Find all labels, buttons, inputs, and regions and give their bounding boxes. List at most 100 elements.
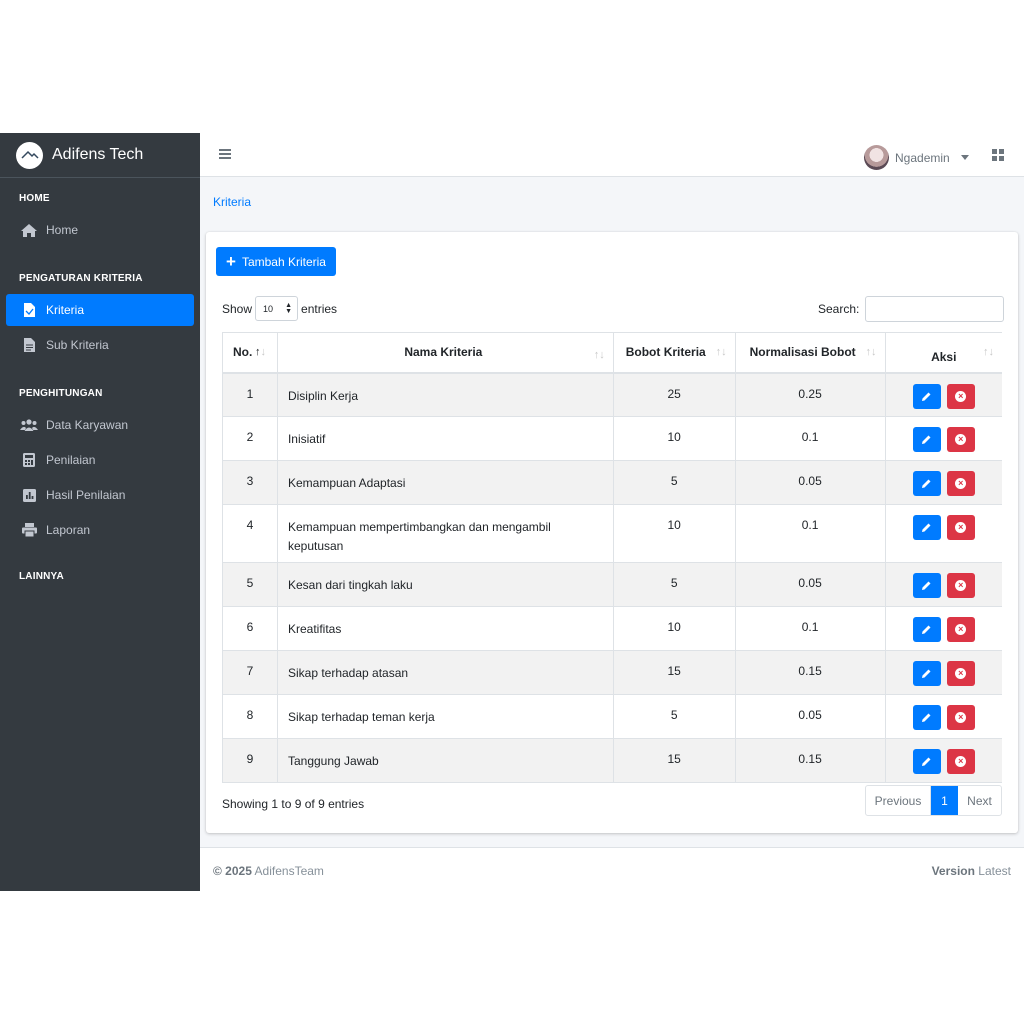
sidebar-item-penilaian[interactable]: Penilaian: [6, 444, 194, 476]
next-button[interactable]: Next: [967, 793, 992, 808]
file-icon: [20, 303, 38, 317]
edit-button[interactable]: [912, 383, 941, 409]
cell-bobot: 15: [612, 738, 736, 783]
team-name: AdifensTeam: [254, 864, 324, 878]
delete-button[interactable]: ×: [946, 515, 975, 540]
nav-header-home: HOME: [19, 193, 50, 204]
close-circle-icon: ×: [955, 668, 967, 679]
edit-button[interactable]: [912, 471, 941, 496]
breadcrumb[interactable]: Kriteria: [213, 195, 252, 209]
cell-aksi: ×: [884, 650, 1002, 695]
delete-button[interactable]: ×: [946, 573, 975, 598]
column-header-label: Normalisasi Bobot: [749, 345, 856, 360]
edit-button[interactable]: [912, 617, 941, 642]
sidebar-item-laporan[interactable]: Laporan: [6, 514, 194, 546]
chevron-down-icon: [960, 155, 969, 160]
sidebar-item-data-karyawan[interactable]: Data Karyawan: [6, 409, 194, 441]
column-header-label: Aksi: [931, 350, 957, 365]
column-header-norm[interactable]: Normalisasi Bobot ↑↓: [734, 332, 886, 374]
cell-bobot: 10: [612, 504, 736, 563]
delete-button[interactable]: ×: [946, 617, 975, 642]
version-label: Version: [931, 864, 975, 878]
file-text-icon: [20, 338, 38, 352]
search-label: Search:: [818, 302, 860, 316]
add-kriteria-button[interactable]: + Tambah Kriteria: [216, 247, 336, 276]
cell-no: 8: [222, 694, 278, 739]
cell-bobot: 5: [612, 694, 736, 739]
close-circle-icon: ×: [955, 580, 967, 591]
footer-version: Version Latest: [932, 864, 1011, 878]
edit-button[interactable]: [912, 661, 941, 686]
card: + Tambah Kriteria Show 10 ▲ ▼ entries Sea…: [206, 232, 1018, 833]
delete-button[interactable]: ×: [946, 427, 975, 452]
edit-button[interactable]: [912, 573, 941, 598]
sidebar-item-hasil-penilaian[interactable]: Hasil Penilaian: [6, 479, 194, 511]
edit-button[interactable]: [912, 749, 941, 774]
sidebar-item-kriteria[interactable]: Kriteria: [6, 294, 194, 326]
previous-button[interactable]: Previous: [866, 786, 931, 815]
content-wrapper: Kriteria + Tambah Kriteria Show 10 ▲ ▼ en…: [200, 177, 1024, 891]
page-1-button[interactable]: 1: [931, 786, 958, 815]
cell-aksi: ×: [884, 372, 1002, 417]
cell-no: 3: [222, 460, 278, 505]
sidebar-item-label: Sub Kriteria: [46, 338, 109, 352]
pencil-icon: [922, 435, 931, 444]
search-control: Search:: [818, 296, 1005, 322]
sort-icon: ↑↓: [983, 346, 994, 358]
table-row: 4 Kemampuan mempertimbangkan dan mengambi…: [222, 504, 1002, 563]
edit-button[interactable]: [912, 515, 941, 540]
delete-button[interactable]: ×: [946, 749, 975, 774]
table-row: 7 Sikap terhadap atasan 15 0.15 ×: [222, 650, 1002, 695]
search-input[interactable]: [865, 296, 1005, 322]
brand-link[interactable]: Adifens Tech: [0, 133, 200, 178]
cell-name: Disiplin Kerja: [276, 372, 614, 417]
top-navbar: Ngademin: [200, 133, 1024, 177]
pencil-icon: [922, 713, 931, 722]
grid-icon[interactable]: [992, 149, 1004, 161]
pencil-icon: [922, 523, 931, 532]
cell-norm: 0.05: [734, 460, 886, 505]
user-name: Ngademin: [895, 150, 950, 165]
cell-name: Kesan dari tingkah laku: [276, 562, 614, 607]
column-header-aksi[interactable]: Aksi ↑↓: [884, 332, 1002, 374]
column-header-name[interactable]: Nama Kriteria ↑↓: [276, 332, 614, 374]
cell-aksi: ×: [884, 694, 1002, 739]
close-circle-icon: ×: [955, 478, 967, 489]
pencil-icon: [922, 581, 931, 590]
column-header-bobot[interactable]: Bobot Kriteria ↑↓: [612, 332, 736, 374]
footer-copyright: © 2025 AdifensTeam: [213, 864, 324, 878]
menu-toggle-icon[interactable]: [219, 149, 231, 159]
sort-asc-icon: ↑↓: [255, 346, 266, 358]
cell-bobot: 10: [612, 416, 736, 461]
delete-button[interactable]: ×: [946, 661, 975, 686]
sidebar-item-sub-kriteria[interactable]: Sub Kriteria: [6, 329, 194, 361]
app-window: Adifens Tech HOME Home PENGATURAN KRITER…: [0, 133, 1024, 891]
pagination: Previous 1 Next: [865, 785, 1002, 816]
pencil-icon: [922, 392, 931, 401]
brand-name: Adifens Tech: [52, 146, 144, 163]
edit-button[interactable]: [912, 705, 941, 730]
table-row: 1 Disiplin Kerja 25 0.25 ×: [222, 372, 1002, 417]
cell-norm: 0.1: [734, 606, 886, 651]
delete-button[interactable]: ×: [946, 383, 975, 409]
column-header-no[interactable]: No. ↑↓: [222, 332, 278, 374]
sidebar-item-home[interactable]: Home: [6, 214, 194, 246]
cell-aksi: ×: [884, 562, 1002, 607]
add-kriteria-label: Tambah Kriteria: [241, 254, 326, 269]
entries-select[interactable]: 10 ▲ ▼: [255, 296, 299, 321]
delete-button[interactable]: ×: [946, 471, 975, 496]
cell-aksi: ×: [884, 738, 1002, 783]
cell-norm: 0.1: [734, 504, 886, 563]
close-circle-icon: ×: [955, 756, 967, 767]
cell-norm: 0.05: [734, 694, 886, 739]
edit-button[interactable]: [912, 427, 941, 452]
sidebar: Adifens Tech HOME Home PENGATURAN KRITER…: [0, 133, 200, 891]
user-menu[interactable]: Ngademin: [864, 145, 969, 170]
close-circle-icon: ×: [955, 434, 967, 445]
delete-button[interactable]: ×: [946, 705, 975, 730]
cell-aksi: ×: [884, 504, 1002, 563]
cell-no: 2: [222, 416, 278, 461]
cell-no: 5: [222, 562, 278, 607]
cell-norm: 0.15: [734, 650, 886, 695]
nav-header-penghitungan: PENGHITUNGAN: [19, 388, 103, 399]
